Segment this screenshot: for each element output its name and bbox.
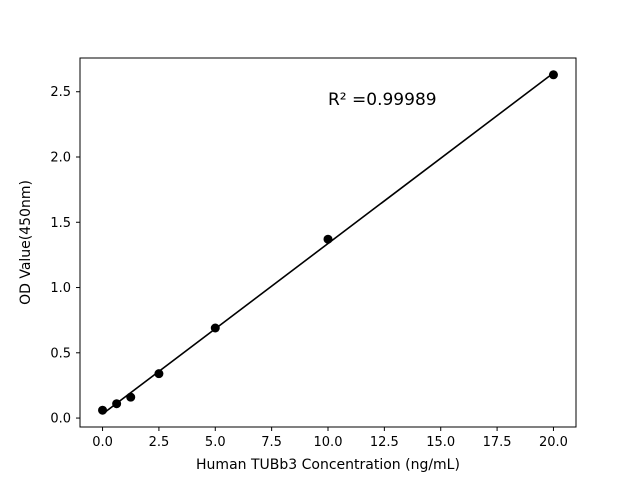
- x-tick-label: 0.0: [92, 435, 113, 450]
- x-tick-label: 5.0: [205, 435, 226, 450]
- data-point: [126, 392, 136, 402]
- data-point: [98, 405, 108, 415]
- data-point: [323, 234, 333, 244]
- y-tick-label: 0.0: [50, 412, 71, 427]
- r-squared-annotation: R² =0.99989: [328, 90, 437, 110]
- data-point: [112, 399, 122, 409]
- y-tick-label: 1.5: [50, 216, 71, 231]
- y-tick-label: 2.0: [50, 151, 71, 166]
- x-tick-label: 15.0: [426, 435, 455, 450]
- x-tick-label: 10.0: [314, 435, 343, 450]
- y-tick-label: 0.5: [50, 346, 71, 361]
- x-tick-label: 12.5: [370, 435, 399, 450]
- y-tick-label: 2.5: [50, 85, 71, 100]
- x-axis-label: Human TUBb3 Concentration (ng/mL): [196, 457, 460, 473]
- x-tick-label: 17.5: [483, 435, 512, 450]
- y-axis-label: OD Value(450nm): [18, 180, 34, 305]
- data-point: [548, 70, 558, 80]
- x-tick-label: 2.5: [149, 435, 170, 450]
- data-point: [210, 323, 220, 333]
- y-tick-label: 1.0: [50, 281, 71, 296]
- x-tick-label: 7.5: [261, 435, 282, 450]
- x-tick-label: 20.0: [539, 435, 568, 450]
- data-point: [154, 369, 164, 379]
